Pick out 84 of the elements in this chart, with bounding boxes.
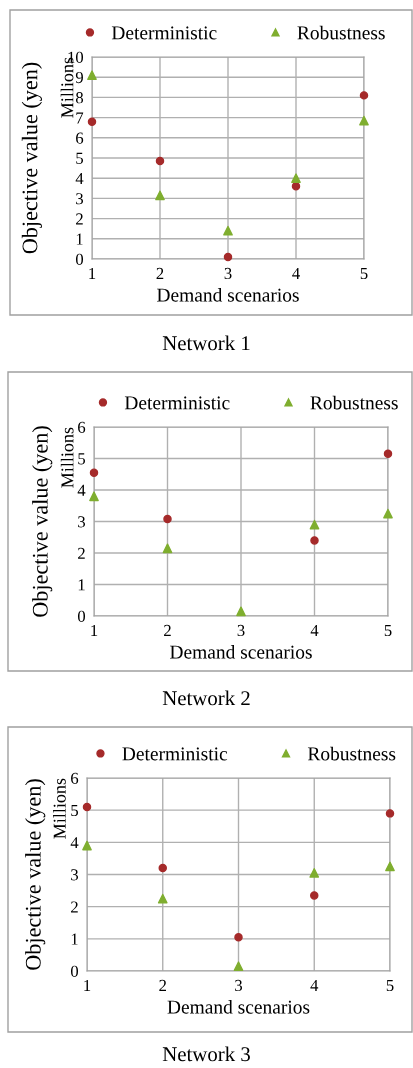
y-axis-title: Objective value (yen): [32, 426, 53, 617]
text: Millions: [53, 778, 66, 839]
point: [383, 508, 393, 519]
x-tick-label: 3: [237, 624, 245, 637]
point: [291, 182, 301, 191]
x-tick-label: 2: [159, 979, 166, 991]
point: [385, 809, 395, 818]
point: [82, 840, 92, 851]
y-axis-title: Objective value (yen): [25, 779, 46, 970]
text: Network 3: [162, 1046, 250, 1062]
point: [163, 514, 172, 524]
point: [87, 70, 97, 81]
legend-label: Robustness: [297, 25, 385, 40]
point: [157, 893, 168, 904]
point: [359, 91, 369, 100]
point: [223, 252, 233, 262]
point: [82, 802, 92, 812]
point: [236, 606, 246, 617]
y-tick-label: 8: [75, 92, 84, 104]
y-tick-label: 4: [70, 837, 79, 849]
x-tick-label: 2: [156, 267, 164, 279]
y-tick-label: 1: [76, 233, 83, 245]
x-axis-title: Demand scenarios: [157, 288, 299, 302]
point: [87, 117, 97, 126]
y-tick-label: 1: [71, 933, 78, 945]
x-tick-label: 1: [91, 624, 98, 636]
point: [155, 190, 165, 201]
point: [155, 156, 165, 166]
legend-label: Deterministic: [111, 26, 217, 40]
point: [233, 961, 244, 972]
y-tick-label: 3: [76, 193, 84, 205]
text: Network 2: [162, 690, 250, 706]
point: [383, 449, 393, 459]
point: [310, 536, 319, 545]
point: [162, 543, 173, 554]
text: Millions: [60, 427, 74, 488]
y-axis-title: Objective value (yen): [21, 62, 42, 254]
y-tick-label: 5: [78, 453, 86, 465]
x-tick-label: 5: [386, 979, 394, 992]
point: [309, 868, 320, 878]
point: [291, 173, 301, 184]
x-tick-label: 2: [164, 624, 171, 636]
y-tick-label: 2: [78, 547, 85, 559]
x-tick-label: 3: [235, 979, 243, 992]
y-tick-label: 1: [78, 579, 85, 591]
point: [89, 491, 99, 502]
y-tick-label: 2: [76, 213, 83, 225]
x-axis-title: Demand scenarios: [167, 1000, 310, 1014]
y-tick-label: 6: [76, 132, 84, 144]
legend-label: Robustness: [310, 395, 398, 410]
x-tick-label: 5: [384, 624, 392, 637]
legend-label: Robustness: [307, 746, 396, 761]
y-tick-label: 3: [71, 869, 79, 881]
x-tick-label: 5: [360, 267, 368, 280]
point: [158, 863, 167, 873]
point: [359, 115, 369, 126]
x-tick-label: 1: [89, 267, 96, 279]
y-tick-label: 6: [78, 421, 86, 433]
point: [385, 861, 395, 872]
legend-label: Deterministic: [122, 747, 228, 761]
y-tick-label: 4: [75, 173, 84, 184]
legend-label: Deterministic: [124, 396, 230, 410]
y-tick-label: 9: [75, 71, 83, 84]
y-tick-label: 5: [76, 152, 84, 164]
y-tick-label: 5: [71, 805, 79, 817]
x-axis-title: Demand scenarios: [170, 645, 312, 659]
x-tick-label: 4: [292, 267, 300, 279]
point: [309, 519, 320, 530]
point: [234, 932, 243, 942]
x-tick-label: 4: [310, 624, 319, 636]
point: [223, 225, 233, 236]
x-tick-label: 4: [310, 979, 319, 991]
y-tick-label: 4: [77, 484, 86, 496]
point: [310, 891, 319, 900]
y-tick-label: 2: [71, 901, 78, 913]
y-tick-label: 7: [76, 112, 84, 124]
x-tick-label: 3: [224, 267, 232, 280]
y-tick-label: 3: [78, 516, 86, 528]
y-tick-label: 0: [75, 253, 84, 265]
y-tick-label: 0: [70, 965, 79, 977]
y-tick-label: 0: [77, 610, 86, 622]
y-tick-label: 6: [71, 772, 79, 784]
text: Network 1: [162, 335, 250, 351]
point: [89, 468, 99, 477]
